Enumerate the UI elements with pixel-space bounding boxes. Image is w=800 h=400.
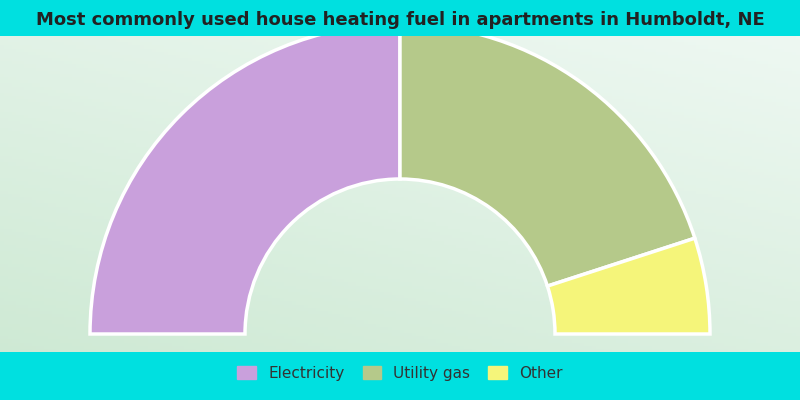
- Wedge shape: [90, 24, 400, 334]
- Wedge shape: [547, 238, 710, 334]
- Wedge shape: [400, 24, 695, 286]
- Legend: Electricity, Utility gas, Other: Electricity, Utility gas, Other: [231, 360, 569, 387]
- Text: Most commonly used house heating fuel in apartments in Humboldt, NE: Most commonly used house heating fuel in…: [36, 11, 764, 29]
